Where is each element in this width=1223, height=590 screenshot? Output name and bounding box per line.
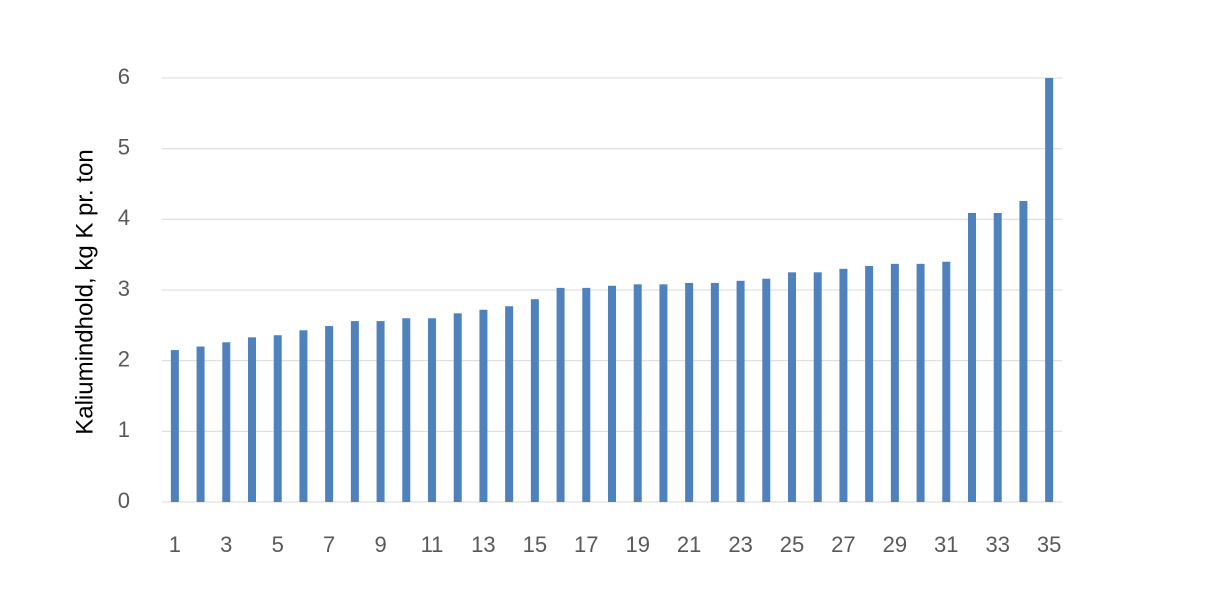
y-tick-label: 6 <box>118 64 130 89</box>
bar <box>788 272 796 502</box>
y-tick-label: 3 <box>118 276 130 301</box>
bar <box>710 282 719 502</box>
bar <box>350 321 359 502</box>
y-tick-label: 5 <box>118 134 130 159</box>
bar <box>530 299 539 502</box>
x-tick-label: 27 <box>831 532 855 557</box>
bar <box>865 265 874 502</box>
bar <box>248 337 256 502</box>
bar <box>633 284 642 502</box>
x-tick-label: 31 <box>934 532 958 557</box>
bar <box>659 284 668 502</box>
bar <box>453 313 462 502</box>
x-tick-label: 15 <box>523 532 547 557</box>
x-tick-label: 3 <box>220 532 232 557</box>
y-axis-title: Kaliumindhold, kg K pr. ton <box>71 149 98 435</box>
bar <box>916 263 925 502</box>
bar <box>1045 78 1054 502</box>
bar <box>993 212 1002 502</box>
x-tick-label: 5 <box>272 532 284 557</box>
bar <box>402 318 411 502</box>
x-tick-label: 23 <box>728 532 752 557</box>
bar <box>1019 200 1028 502</box>
bar <box>428 318 436 502</box>
x-tick-label: 7 <box>323 532 335 557</box>
y-tick-label: 2 <box>118 346 130 371</box>
bar <box>222 342 231 502</box>
bar <box>273 335 282 502</box>
bar <box>890 263 899 502</box>
x-tick-label: 9 <box>374 532 386 557</box>
bar <box>556 287 565 502</box>
bar <box>813 272 822 502</box>
bar <box>942 261 951 502</box>
x-tick-label: 19 <box>625 532 649 557</box>
bar <box>736 280 745 502</box>
x-tick-label: 35 <box>1037 532 1061 557</box>
bar <box>170 350 179 502</box>
x-tick-label: 13 <box>471 532 495 557</box>
bar <box>685 282 694 502</box>
bar <box>762 278 771 502</box>
bar <box>325 326 334 502</box>
x-tick-label: 25 <box>780 532 804 557</box>
x-tick-label: 33 <box>985 532 1009 557</box>
bar <box>479 309 488 502</box>
y-tick-label: 0 <box>118 488 130 513</box>
y-tick-label: 1 <box>118 417 130 442</box>
bar <box>839 268 848 502</box>
x-tick-label: 21 <box>677 532 701 557</box>
x-tick-label: 11 <box>421 532 444 557</box>
x-tick-label: 17 <box>574 532 598 557</box>
bar <box>608 285 616 502</box>
bar <box>196 346 205 502</box>
x-tick-label: 29 <box>883 532 907 557</box>
bar <box>299 330 308 502</box>
bar <box>505 306 514 502</box>
bar <box>376 321 385 502</box>
y-tick-label: 4 <box>118 205 130 230</box>
bar <box>968 212 976 502</box>
bar <box>582 287 591 502</box>
x-tick-label: 1 <box>169 532 181 557</box>
